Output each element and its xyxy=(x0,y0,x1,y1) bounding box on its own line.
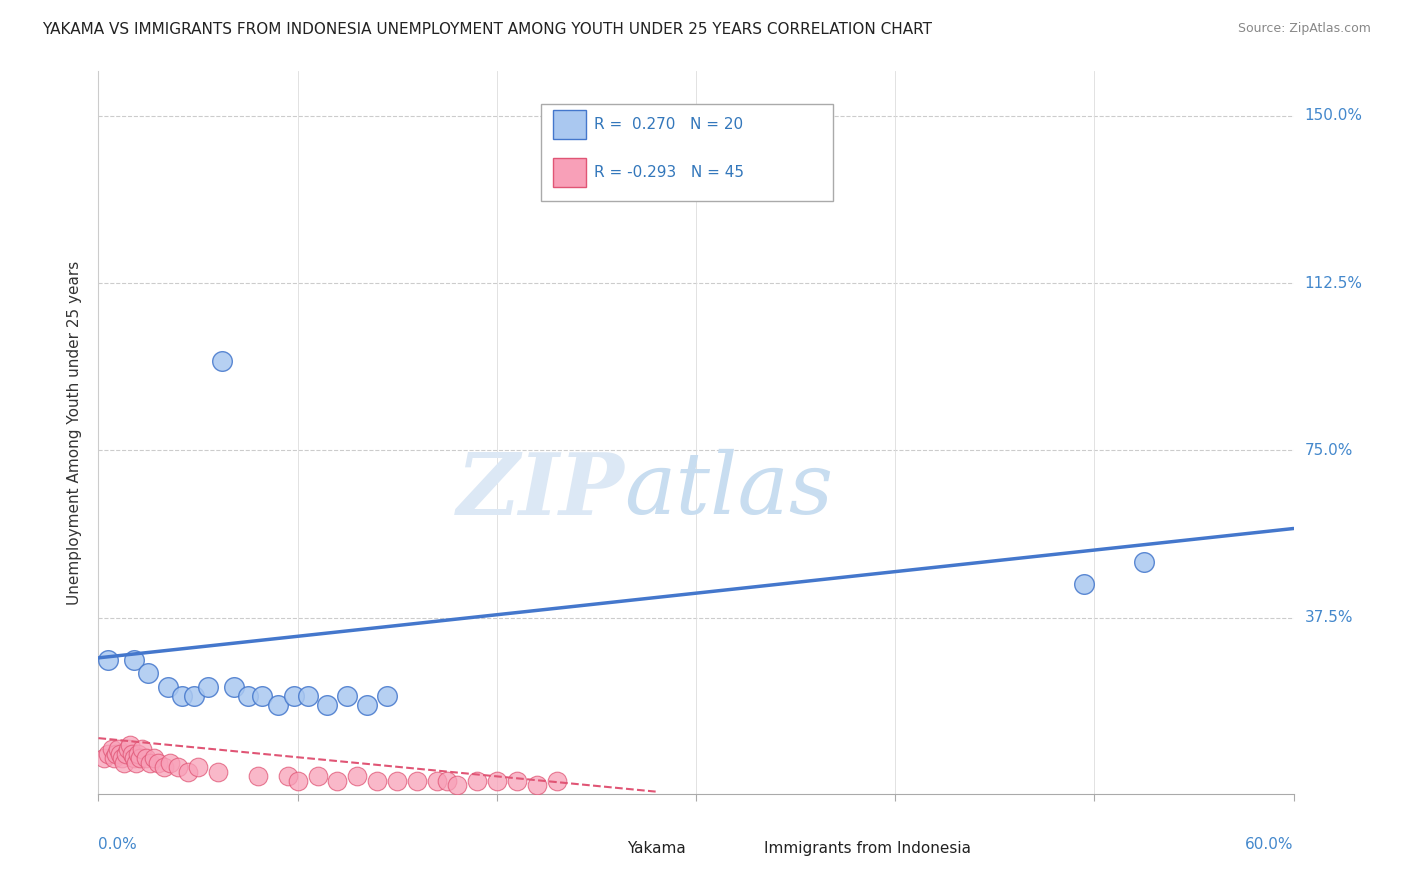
Point xyxy=(115,747,138,761)
Point xyxy=(105,747,128,761)
Point xyxy=(446,778,468,792)
Point xyxy=(546,773,568,788)
Point xyxy=(111,751,134,765)
Point xyxy=(356,698,378,712)
Point xyxy=(139,756,162,770)
Point xyxy=(1073,577,1095,591)
Point xyxy=(287,773,309,788)
Point xyxy=(526,778,548,792)
Point xyxy=(97,653,120,667)
Text: R =  0.270   N = 20: R = 0.270 N = 20 xyxy=(595,117,744,132)
Point xyxy=(117,742,139,756)
Point xyxy=(1133,555,1156,569)
Point xyxy=(107,742,129,756)
Point xyxy=(250,689,273,703)
Point xyxy=(167,760,190,774)
Point xyxy=(277,769,299,783)
Bar xyxy=(733,838,758,859)
Text: 37.5%: 37.5% xyxy=(1305,610,1353,625)
Point xyxy=(183,689,205,703)
Point xyxy=(93,751,115,765)
Point xyxy=(157,680,180,694)
Text: R = -0.293   N = 45: R = -0.293 N = 45 xyxy=(595,165,744,180)
Point xyxy=(172,689,194,703)
Point xyxy=(211,354,233,368)
Point xyxy=(101,742,124,756)
Point xyxy=(153,760,176,774)
Point xyxy=(120,738,142,752)
Text: Yakama: Yakama xyxy=(627,840,685,855)
Bar xyxy=(595,838,620,859)
Point xyxy=(436,773,458,788)
Point xyxy=(326,773,349,788)
Text: 112.5%: 112.5% xyxy=(1305,276,1362,291)
Point xyxy=(136,666,159,681)
Point xyxy=(159,756,181,770)
Point xyxy=(135,751,157,765)
Text: YAKAMA VS IMMIGRANTS FROM INDONESIA UNEMPLOYMENT AMONG YOUTH UNDER 25 YEARS CORR: YAKAMA VS IMMIGRANTS FROM INDONESIA UNEM… xyxy=(42,22,932,37)
Point xyxy=(127,747,149,761)
Bar xyxy=(553,110,586,138)
Text: Immigrants from Indonesia: Immigrants from Indonesia xyxy=(763,840,972,855)
Point xyxy=(307,769,329,783)
FancyBboxPatch shape xyxy=(541,103,834,202)
Text: 150.0%: 150.0% xyxy=(1305,109,1362,123)
Point xyxy=(375,689,398,703)
Point xyxy=(222,680,245,694)
Point xyxy=(426,773,449,788)
Text: 75.0%: 75.0% xyxy=(1305,443,1353,458)
Point xyxy=(316,698,339,712)
Point xyxy=(197,680,219,694)
Point xyxy=(148,756,170,770)
Bar xyxy=(553,158,586,187)
Point xyxy=(267,698,290,712)
Text: atlas: atlas xyxy=(624,449,834,532)
Text: Source: ZipAtlas.com: Source: ZipAtlas.com xyxy=(1237,22,1371,36)
Point xyxy=(406,773,429,788)
Point xyxy=(485,773,508,788)
Point xyxy=(346,769,368,783)
Point xyxy=(143,751,166,765)
Point xyxy=(112,756,135,770)
Point xyxy=(465,773,488,788)
Point xyxy=(97,747,120,761)
Point xyxy=(129,751,152,765)
Point xyxy=(124,653,146,667)
Point xyxy=(246,769,269,783)
Point xyxy=(385,773,409,788)
Point xyxy=(506,773,529,788)
Point xyxy=(121,747,143,761)
Text: 60.0%: 60.0% xyxy=(1246,838,1294,852)
Point xyxy=(110,747,132,761)
Point xyxy=(125,756,148,770)
Point xyxy=(283,689,305,703)
Point xyxy=(187,760,209,774)
Point xyxy=(297,689,319,703)
Point xyxy=(207,764,229,779)
Point xyxy=(336,689,359,703)
Point xyxy=(103,751,125,765)
Point xyxy=(236,689,259,703)
Point xyxy=(131,742,153,756)
Point xyxy=(366,773,388,788)
Point xyxy=(124,751,146,765)
Y-axis label: Unemployment Among Youth under 25 years: Unemployment Among Youth under 25 years xyxy=(67,260,83,605)
Text: 0.0%: 0.0% xyxy=(98,838,138,852)
Point xyxy=(177,764,200,779)
Text: ZIP: ZIP xyxy=(457,449,624,533)
